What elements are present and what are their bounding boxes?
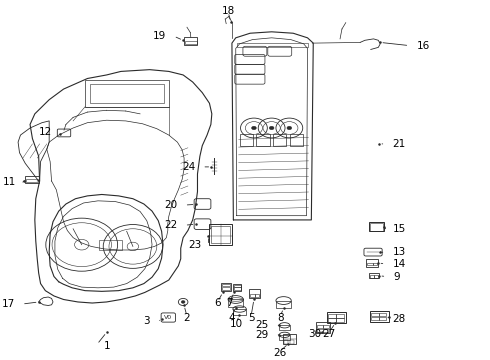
Bar <box>372 263 377 265</box>
Bar <box>284 340 289 344</box>
Text: 10: 10 <box>230 319 243 329</box>
Text: 30: 30 <box>308 329 321 339</box>
Text: 20: 20 <box>164 200 177 210</box>
Bar <box>317 325 323 328</box>
Bar <box>283 334 296 345</box>
Bar <box>366 259 378 267</box>
Bar <box>233 284 242 291</box>
Text: 6: 6 <box>214 298 221 309</box>
Text: 5: 5 <box>248 312 254 323</box>
Bar <box>369 273 379 278</box>
Bar <box>279 335 290 340</box>
Bar <box>237 43 308 47</box>
Text: 26: 26 <box>273 348 286 358</box>
Text: 11: 11 <box>2 177 16 187</box>
Text: 25: 25 <box>255 320 269 330</box>
Circle shape <box>181 301 185 303</box>
Bar <box>370 275 374 278</box>
Text: 8: 8 <box>277 312 284 323</box>
Bar <box>374 275 378 278</box>
Bar <box>290 134 303 147</box>
Text: 14: 14 <box>392 259 406 269</box>
Text: 15: 15 <box>392 224 406 234</box>
Text: 9: 9 <box>393 271 400 282</box>
Bar <box>90 84 164 103</box>
Text: 27: 27 <box>322 329 336 339</box>
Circle shape <box>287 126 292 130</box>
Bar <box>26 179 38 182</box>
Text: 19: 19 <box>153 31 167 41</box>
Bar <box>323 325 329 328</box>
Text: 23: 23 <box>188 240 201 251</box>
Circle shape <box>269 126 274 130</box>
Bar <box>379 313 387 316</box>
Text: 16: 16 <box>416 41 430 51</box>
Text: 21: 21 <box>392 139 406 149</box>
Text: 29: 29 <box>255 330 269 340</box>
Bar <box>209 224 232 245</box>
Bar <box>279 325 290 330</box>
Bar <box>323 329 329 332</box>
Text: 22: 22 <box>164 220 177 230</box>
Text: 13: 13 <box>392 247 406 257</box>
Bar <box>367 263 372 265</box>
Bar <box>25 176 39 183</box>
Bar <box>185 41 196 44</box>
Bar <box>327 312 346 323</box>
Text: 28: 28 <box>392 314 406 324</box>
Text: 1: 1 <box>104 341 111 351</box>
Bar <box>273 134 287 147</box>
Bar <box>255 294 259 297</box>
Bar <box>369 222 384 231</box>
Bar <box>316 323 330 333</box>
Bar <box>379 317 387 320</box>
Bar <box>256 134 270 147</box>
Bar <box>317 329 323 332</box>
Bar <box>211 226 230 243</box>
Bar <box>233 309 246 315</box>
Bar <box>328 314 336 318</box>
Bar <box>234 285 241 287</box>
Bar <box>222 284 230 287</box>
Text: 17: 17 <box>1 299 15 309</box>
Bar <box>250 294 255 297</box>
Text: 3: 3 <box>143 316 149 327</box>
Text: 4: 4 <box>229 312 235 323</box>
Text: V0: V0 <box>164 315 172 320</box>
Bar <box>85 80 169 107</box>
Text: 12: 12 <box>38 126 51 136</box>
Bar <box>370 317 379 320</box>
Bar <box>234 288 241 290</box>
Bar <box>336 318 344 322</box>
Bar <box>184 37 197 45</box>
Bar <box>328 318 336 322</box>
Bar <box>249 288 260 298</box>
Bar <box>228 300 244 307</box>
Text: 7: 7 <box>226 298 233 309</box>
Bar <box>221 283 231 291</box>
Text: 2: 2 <box>184 312 190 323</box>
Bar <box>99 240 122 250</box>
Bar <box>336 314 344 318</box>
Bar <box>276 301 291 308</box>
Bar <box>370 313 379 316</box>
Text: 24: 24 <box>182 162 195 172</box>
Bar <box>370 311 389 322</box>
Text: 18: 18 <box>221 5 235 15</box>
Bar <box>240 134 253 147</box>
Circle shape <box>251 126 256 130</box>
Bar <box>222 287 230 290</box>
Bar <box>370 223 383 230</box>
Bar <box>290 340 294 344</box>
